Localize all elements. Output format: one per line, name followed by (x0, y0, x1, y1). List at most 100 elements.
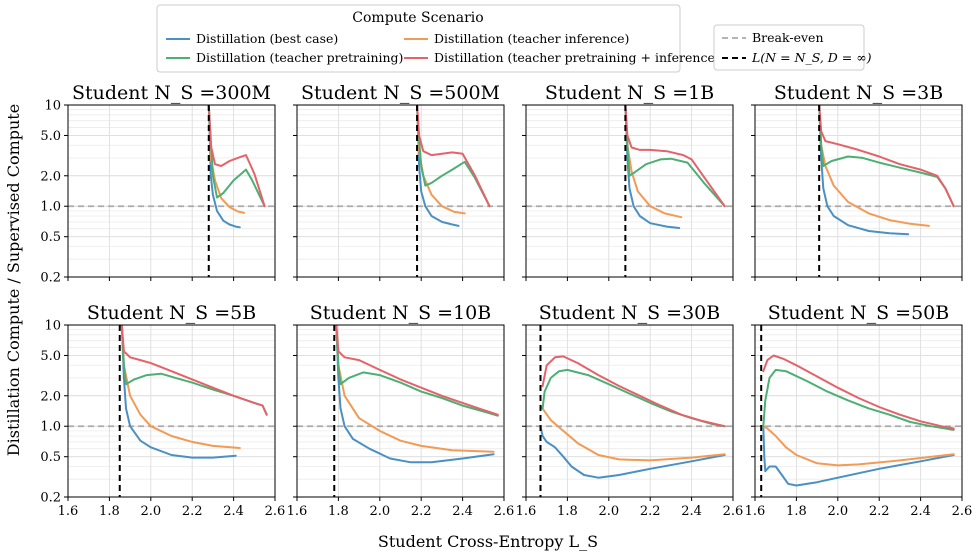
x-tick-label: 2.2 (182, 504, 203, 519)
series-line-best (416, 105, 460, 227)
y-tick-label: 0.5 (40, 450, 61, 465)
series-line-both (541, 355, 726, 428)
series-line-inference (120, 325, 241, 449)
x-tick-label: 1.6 (516, 504, 537, 519)
x-axis-label: Student Cross-Entropy L_S (378, 532, 598, 551)
y-tick-label: 1.0 (40, 420, 61, 435)
panel-500M: Student N_S =500M (293, 82, 505, 281)
x-tick-label: 2.4 (681, 504, 702, 519)
legend-title: Compute Scenario (352, 10, 483, 26)
panel-3B: Student N_S =3B (751, 82, 963, 281)
series-line-inference (762, 425, 955, 467)
plot-area (526, 105, 733, 277)
x-tick-label: 2.4 (223, 504, 244, 519)
legend-label-both: Distillation (teacher pretraining + infe… (434, 50, 720, 65)
series-line-best (762, 425, 955, 487)
x-tick-label: 1.6 (745, 504, 766, 519)
x-tick-label: 2.0 (140, 504, 161, 519)
y-tick-label: 10 (44, 319, 61, 334)
series-line-inference (818, 105, 930, 227)
y-tick-label: 10 (44, 99, 61, 114)
series-line-best (207, 105, 241, 229)
legend-label-inference: Distillation (teacher inference) (434, 31, 629, 46)
y-tick-label: 2.0 (40, 169, 61, 184)
series-line-both (207, 105, 266, 208)
panel-frame (296, 104, 505, 278)
y-tick-label: 0.2 (40, 491, 61, 506)
series-line-pretraining (541, 368, 726, 428)
x-tick-label: 2.2 (640, 504, 661, 519)
panel-title: Student N_S =50B (768, 302, 949, 324)
x-tick-label: 1.8 (557, 504, 578, 519)
x-tick-label: 2.6 (952, 504, 973, 519)
panel-30B: 1.6 1.8 2.0 2.2 2.4 2.6 Student N_S =30B (516, 302, 744, 519)
series-line-inference (539, 404, 726, 462)
scenario-legend: Compute Scenario Distillation (best case… (156, 4, 720, 73)
y-tick-label: 0.5 (40, 230, 61, 245)
series-line-best (818, 105, 910, 236)
x-tick-label: 2.2 (411, 504, 432, 519)
series-line-pretraining (624, 105, 726, 208)
legend-label-pretraining: Distillation (teacher pretraining) (196, 50, 403, 65)
plot-area (755, 325, 962, 497)
series-line-inference (207, 105, 245, 214)
panel-title: Student N_S =30B (539, 302, 720, 324)
series-line-best (335, 325, 495, 464)
x-tick-label: 2.2 (869, 504, 890, 519)
panel-frame (525, 104, 734, 278)
panel-50B: 1.6 1.8 2.0 2.2 2.4 2.6 Student N_S =50B (745, 302, 973, 519)
panel-title: Student N_S =5B (87, 302, 256, 324)
panel-title: Student N_S =300M (72, 82, 271, 104)
series-line-pretraining (207, 105, 266, 208)
plot-area (68, 325, 275, 497)
x-tick-label: 1.8 (99, 504, 120, 519)
panel-300M: 0.2 0.5 1.0 2.0 5.0 10 Student N_S =300M (40, 82, 276, 286)
x-tick-label: 2.0 (827, 504, 848, 519)
y-tick-label: 5.0 (40, 129, 61, 144)
x-tick-label: 2.4 (910, 504, 931, 519)
series-line-best (120, 325, 237, 459)
series-line-both (335, 325, 499, 416)
series-line-both (624, 105, 726, 208)
x-tick-label: 2.6 (494, 504, 515, 519)
series-line-both (818, 105, 955, 208)
panel-title: Student N_S =1B (545, 82, 714, 104)
y-tick-label: 1.0 (40, 200, 61, 215)
panel-title: Student N_S =10B (310, 302, 491, 324)
reference-legend: Break-even L(N = N_S, D = ∞) (713, 24, 872, 71)
panel-10B: 1.6 1.8 2.0 2.2 2.4 2.6 Student N_S =10B (287, 302, 515, 519)
panel-5B: 1.6 1.8 2.0 2.2 2.4 2.6 0.2 0.5 1.0 2.0 5.0 10 Stude… (40, 302, 285, 519)
panel-title: Student N_S =3B (774, 82, 943, 104)
series-line-pretraining (335, 325, 499, 417)
panel-frame (67, 104, 276, 278)
panel-frame (754, 324, 963, 498)
plot-area (755, 105, 962, 277)
series-line-pretraining (416, 105, 491, 208)
plot-area (297, 105, 504, 277)
panel-frame (67, 324, 276, 498)
panel-grid: 0.2 0.5 1.0 2.0 5.0 10 Student N_S =300M Studen… (40, 82, 972, 519)
x-tick-label: 2.6 (265, 504, 286, 519)
series-line-inference (416, 105, 466, 215)
plot-area (526, 325, 733, 497)
x-tick-label: 1.8 (786, 504, 807, 519)
y-tick-label: 0.2 (40, 271, 61, 286)
x-tick-label: 1.6 (58, 504, 79, 519)
series-line-best (539, 425, 726, 479)
legend-label-limit: L(N = N_S, D = ∞) (751, 50, 872, 65)
y-tick-label: 5.0 (40, 349, 61, 364)
series-line-both (120, 325, 268, 416)
panel-frame (296, 324, 505, 498)
panel-title: Student N_S =500M (301, 82, 500, 104)
legend-label-breakeven: Break-even (752, 30, 824, 45)
series-line-pretraining (120, 325, 268, 416)
x-tick-label: 2.0 (369, 504, 390, 519)
reference-legend-frame (713, 24, 865, 71)
x-tick-label: 1.8 (328, 504, 349, 519)
series-line-both (762, 354, 955, 430)
panel-frame (525, 324, 734, 498)
plot-area (68, 105, 275, 277)
x-tick-label: 2.0 (598, 504, 619, 519)
y-axis-label: Distillation Compute / Supervised Comput… (4, 104, 23, 456)
